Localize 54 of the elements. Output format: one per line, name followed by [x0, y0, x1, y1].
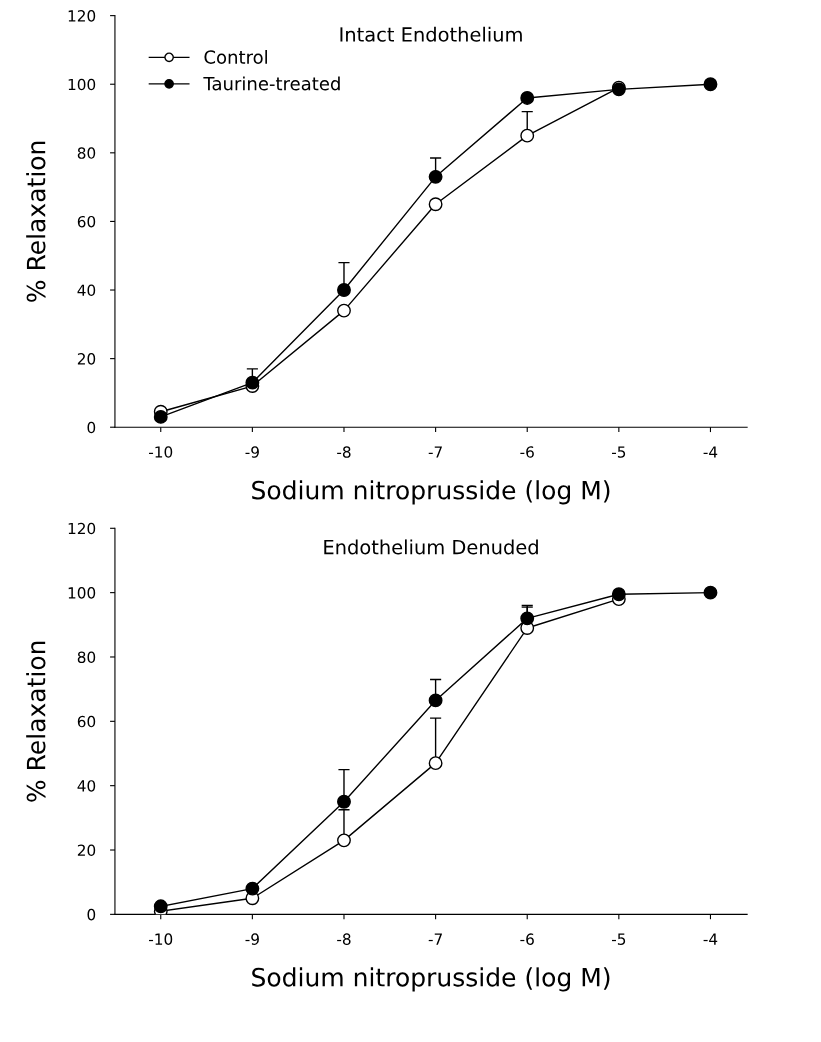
- y-tick-label: 100: [68, 587, 96, 599]
- x-tick-label: -10: [149, 446, 173, 458]
- x-tick-label: -8: [337, 446, 351, 458]
- point: [153, 899, 168, 914]
- y-tick-label: 20: [77, 844, 96, 857]
- y-tick-label: 20: [77, 353, 96, 365]
- point: [153, 409, 168, 424]
- point: [337, 283, 351, 297]
- chart-title: Endothelium Denuded: [324, 539, 538, 555]
- point: [245, 375, 260, 390]
- y-tick-label: 80: [77, 651, 96, 663]
- x-tick-label: -6: [520, 933, 534, 945]
- x-axis-title: Sodium nitroprusside (log M): [252, 480, 610, 505]
- y-tick-label: 0: [87, 908, 96, 921]
- chart-title: Intact Endothelium: [340, 26, 522, 42]
- x-tick-label: -4: [703, 446, 718, 458]
- point: [428, 693, 443, 708]
- x-tick-label: -4: [703, 933, 718, 945]
- y-tick-label: 60: [77, 215, 96, 228]
- y-axis-title: % Relaxation: [26, 641, 46, 802]
- point: [703, 77, 718, 92]
- point: [520, 91, 535, 105]
- x-tick-label: -7: [428, 446, 442, 458]
- point: [428, 169, 443, 184]
- y-tick-label: 80: [77, 147, 96, 159]
- point: [520, 611, 535, 626]
- x-tick-label: -7: [428, 933, 442, 945]
- x-tick-label: -5: [611, 446, 626, 458]
- point: [520, 128, 535, 143]
- y-tick-label: 120: [68, 522, 96, 535]
- y-tick-label: 100: [68, 78, 96, 91]
- x-tick-label: -8: [337, 933, 351, 945]
- point: [428, 197, 443, 212]
- y-tick-label: 40: [77, 284, 96, 297]
- x-tick-label: -9: [245, 933, 259, 945]
- point: [337, 833, 351, 848]
- legend-label: Control: [204, 49, 267, 64]
- x-tick-label: -9: [245, 446, 259, 458]
- point: [337, 303, 351, 318]
- point: [337, 794, 351, 809]
- x-axis-title: Sodium nitroprusside (log M): [252, 967, 610, 992]
- point: [245, 881, 260, 896]
- y-tick-label: 0: [87, 421, 96, 434]
- y-tick-label: 120: [68, 10, 96, 22]
- x-tick-label: -5: [611, 933, 626, 945]
- point: [703, 585, 718, 600]
- legend-label: Taurine-treated: [203, 76, 340, 91]
- y-tick-label: 60: [77, 715, 96, 728]
- y-axis-title: % Relaxation: [26, 141, 46, 302]
- x-tick-label: -6: [520, 446, 534, 458]
- point: [428, 756, 443, 771]
- x-tick-label: -10: [149, 933, 173, 945]
- y-tick-label: 40: [77, 780, 96, 792]
- point: [611, 587, 626, 602]
